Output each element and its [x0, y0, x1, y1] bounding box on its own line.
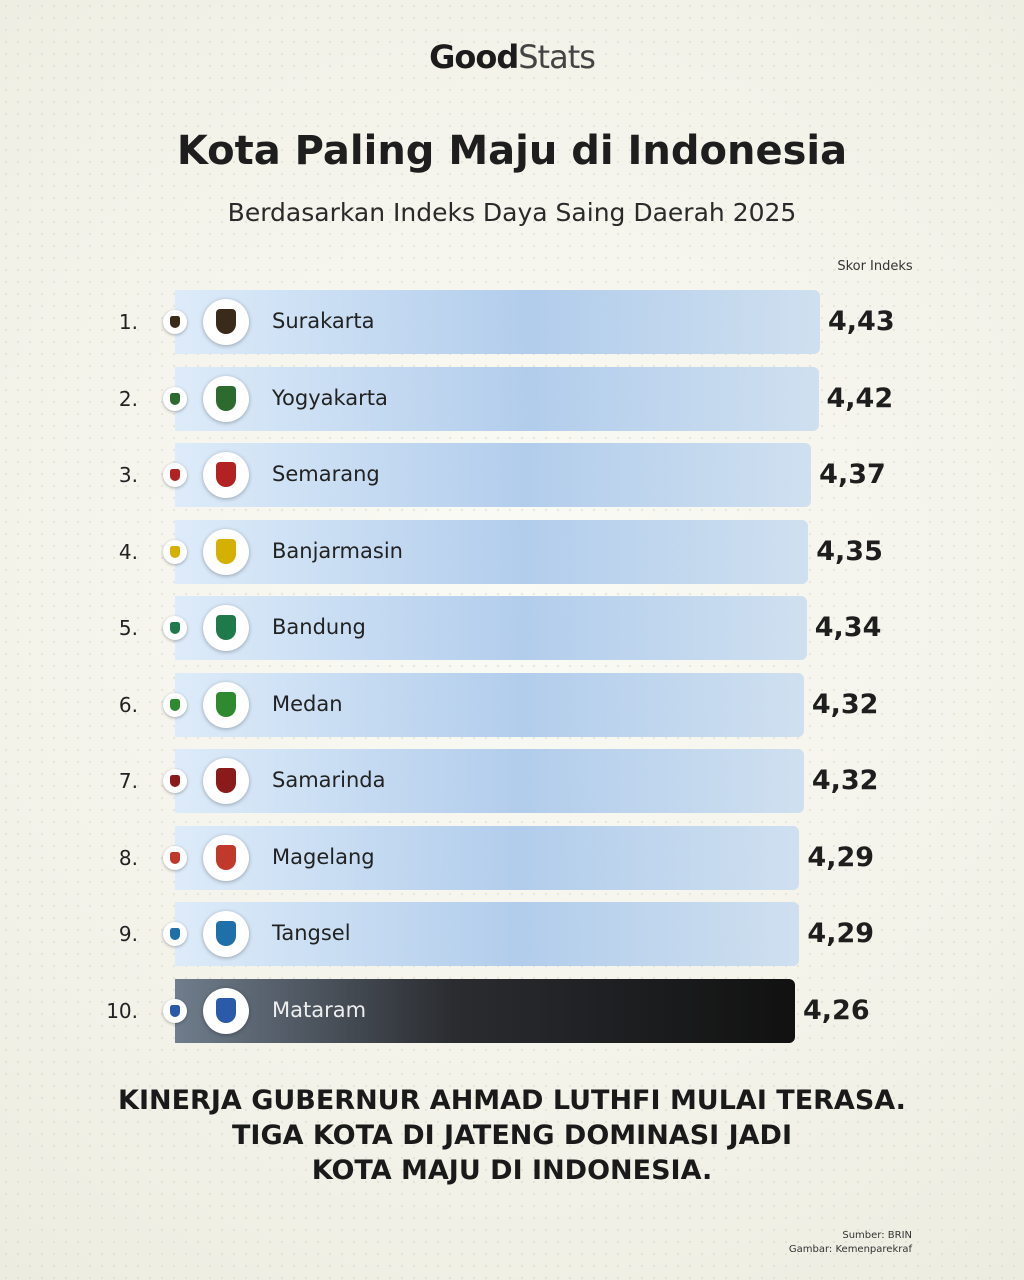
city-name: Tangsel — [272, 921, 351, 945]
province-emblem-icon — [163, 616, 187, 640]
city-emblem-icon — [203, 681, 249, 728]
city-emblem-icon — [203, 528, 249, 575]
page-title: Kota Paling Maju di Indonesia — [176, 128, 848, 174]
bar-row: 9. Tangsel 4,29 — [0, 902, 1024, 966]
bar-row: 10. Mataram 4,26 — [0, 978, 1024, 1043]
score-label: 4,32 — [811, 688, 879, 720]
bar — [175, 749, 804, 813]
province-emblem-icon — [163, 539, 187, 564]
bar-row: 2. Yogyakarta 4,42 — [0, 366, 1024, 431]
province-emblem-icon — [163, 769, 187, 793]
goodstats-logo: GoodStats — [429, 38, 596, 76]
city-emblem-icon — [203, 911, 249, 957]
score-label: 4,26 — [803, 994, 870, 1026]
city-emblem-icon — [203, 375, 249, 422]
rank-label: 8. — [118, 845, 138, 870]
bar — [175, 443, 812, 507]
province-emblem-icon — [163, 845, 187, 870]
page-subtitle: Berdasarkan Indeks Daya Saing Daerah 202… — [227, 198, 797, 227]
bar-row: 1. Surakarta 4,43 — [0, 290, 1024, 354]
city-name: Semarang — [272, 462, 380, 486]
score-label: 4,43 — [828, 306, 895, 337]
city-emblem-icon — [203, 452, 249, 498]
footer-headline: KINERJA GUBERNUR AHMAD LUTHFI MULAI TERA… — [0, 1083, 1024, 1188]
bar — [175, 672, 804, 737]
city-emblem-icon — [203, 299, 249, 345]
bar — [175, 519, 809, 584]
rank-label: 10. — [106, 998, 138, 1023]
city-emblem-icon — [203, 987, 249, 1034]
score-label: 4,42 — [826, 382, 894, 414]
city-name: Medan — [272, 691, 343, 716]
score-label: 4,32 — [811, 765, 879, 796]
city-emblem-icon — [203, 834, 249, 881]
footer-line: KOTA MAJU DI INDONESIA. — [311, 1155, 713, 1186]
city-name: Yogyakarta — [272, 385, 388, 410]
score-label: 4,29 — [807, 918, 875, 949]
rank-label: 1. — [118, 310, 138, 334]
rank-label: 4. — [118, 539, 138, 564]
bar-row: 3. Semarang 4,37 — [0, 443, 1024, 507]
province-emblem-icon — [163, 463, 187, 487]
province-emblem-icon — [163, 310, 187, 334]
rank-label: 2. — [118, 386, 138, 411]
bar-row: 6. Medan 4,32 — [0, 672, 1024, 737]
city-name: Banjarmasin — [272, 538, 403, 563]
score-label: 4,34 — [814, 612, 882, 643]
score-label: 4,29 — [807, 841, 875, 873]
city-name: Bandung — [272, 615, 366, 639]
rank-label: 6. — [118, 692, 138, 717]
bar-row: 4. Banjarmasin 4,35 — [0, 519, 1024, 584]
city-name: Mataram — [272, 997, 367, 1022]
bar — [175, 825, 800, 890]
city-name: Surakarta — [272, 309, 375, 333]
province-emblem-icon — [163, 386, 187, 411]
footer-line: TIGA KOTA DI JATENG DOMINASI JADI — [232, 1120, 792, 1151]
city-emblem-icon — [203, 758, 249, 804]
bar — [175, 290, 820, 354]
source-image: Gambar: Kemenparekraf — [788, 1244, 912, 1255]
bar-row: 5. Bandung 4,34 — [0, 596, 1024, 660]
footer-line: KINERJA GUBERNUR AHMAD LUTHFI MULAI TERA… — [118, 1085, 906, 1116]
city-name: Magelang — [272, 844, 375, 869]
province-emblem-icon — [163, 922, 187, 946]
city-name: Samarinda — [272, 768, 386, 792]
bar-row: 7. Samarinda 4,32 — [0, 749, 1024, 813]
score-label: 4,35 — [816, 535, 883, 567]
rank-label: 7. — [118, 769, 138, 793]
province-emblem-icon — [163, 692, 187, 717]
bar — [175, 978, 795, 1043]
bar-row: 8. Magelang 4,29 — [0, 825, 1024, 890]
bar — [175, 366, 819, 431]
score-label: 4,37 — [819, 459, 886, 490]
city-emblem-icon — [203, 605, 249, 651]
rank-label: 5. — [118, 616, 138, 640]
bar — [175, 902, 800, 966]
rank-label: 9. — [118, 922, 138, 946]
source-note: Sumber: BRIN Gambar: Kemenparekraf — [789, 1229, 912, 1257]
bar — [175, 596, 807, 660]
source-data: Sumber: BRIN — [842, 1230, 912, 1241]
rank-label: 3. — [118, 463, 138, 487]
province-emblem-icon — [163, 998, 187, 1023]
score-column-label: Skor Indeks — [837, 259, 913, 274]
